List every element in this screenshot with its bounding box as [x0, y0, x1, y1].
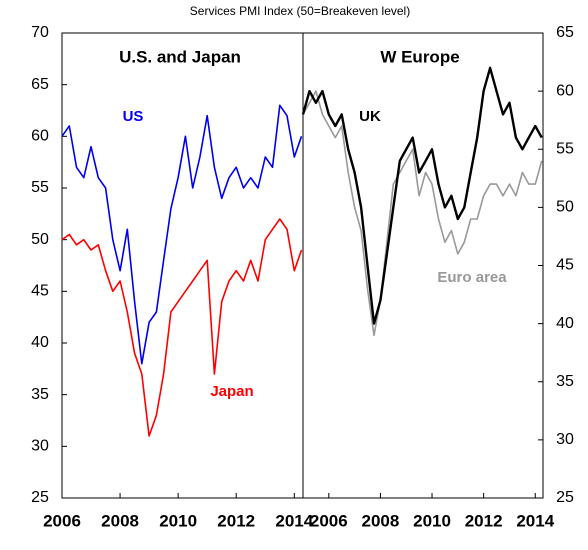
y-tick-label: 65: [31, 76, 49, 93]
x-tick-label: 2010: [159, 511, 197, 530]
x-tick-label: 2014: [275, 511, 313, 530]
series-line: [61, 104, 303, 365]
series-label: Euro area: [437, 269, 507, 286]
y-tick-label: 25: [556, 489, 574, 506]
y-tick-label: 60: [556, 82, 574, 99]
series-label: US: [123, 108, 144, 125]
y-tick-label: 60: [31, 128, 49, 145]
x-tick-label: 2012: [465, 511, 503, 530]
x-tick-label: 2014: [516, 511, 554, 530]
y-tick-label: 35: [556, 373, 574, 390]
series-line: [301, 66, 543, 325]
x-tick-label: 2008: [101, 511, 139, 530]
x-tick-label: 2012: [217, 511, 255, 530]
y-tick-label: 35: [31, 386, 49, 403]
series-line: [302, 90, 543, 337]
y-tick-label: 70: [31, 24, 49, 41]
chart-title: Services PMI Index (50=Breakeven level): [190, 4, 410, 18]
y-tick-label: 40: [31, 334, 49, 351]
y-tick-label: 55: [31, 179, 49, 196]
y-tick-label: 25: [31, 489, 49, 506]
y-tick-label: 55: [556, 140, 574, 157]
y-tick-label: 30: [31, 438, 49, 455]
y-tick-label: 40: [556, 315, 574, 332]
x-tick-label: 2006: [310, 511, 348, 530]
x-tick-label: 2010: [413, 511, 451, 530]
y-tick-label: 45: [556, 257, 574, 274]
series-label: Japan: [210, 383, 253, 400]
x-tick-label: 2006: [43, 511, 81, 530]
x-tick-label: 2008: [362, 511, 400, 530]
y-tick-label: 50: [556, 199, 574, 216]
panel-title: U.S. and Japan: [119, 47, 241, 66]
y-tick-label: 45: [31, 283, 49, 300]
panel-title: W Europe: [380, 47, 459, 66]
series-label: UK: [359, 108, 381, 125]
y-tick-label: 50: [31, 231, 49, 248]
series-line: [61, 218, 303, 437]
y-tick-label: 30: [556, 431, 574, 448]
y-tick-label: 65: [556, 24, 574, 41]
